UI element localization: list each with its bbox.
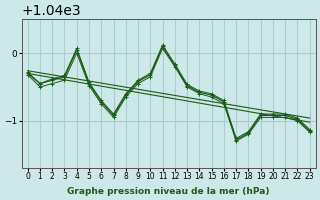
X-axis label: Graphe pression niveau de la mer (hPa): Graphe pression niveau de la mer (hPa) xyxy=(68,187,270,196)
